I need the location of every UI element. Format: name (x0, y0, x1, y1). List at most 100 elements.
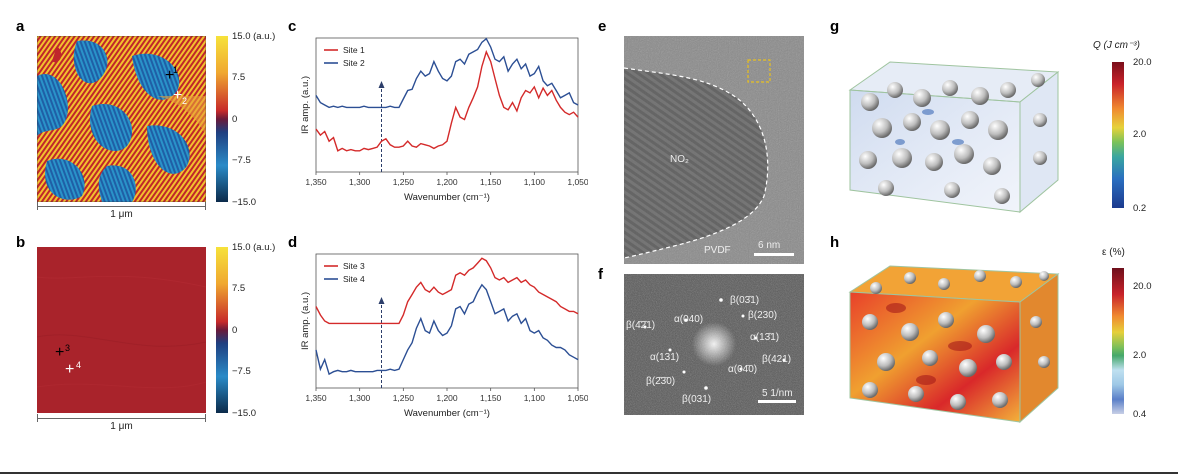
fft-texture-f (624, 274, 804, 415)
marker-cross-4: + (65, 361, 75, 378)
tem-pvdf-label: PVDF (704, 245, 731, 256)
tem-image-e: NO₂ PVDF 6 nm (624, 36, 804, 264)
legend-label: Site 2 (343, 58, 365, 68)
afm-texture-b (37, 247, 206, 413)
x-tick-label: 1,300 (349, 177, 371, 187)
afm-map-a: + 1 + 2 (37, 36, 206, 202)
series-line-site-2 (315, 37, 579, 109)
marker-label-2: 2 (182, 96, 188, 106)
colorbar-b-tick-4: −15.0 (232, 408, 257, 419)
colorbar-b-tick-1: 7.5 (232, 283, 246, 294)
x-tick-label: 1,250 (393, 177, 415, 187)
colorbar-a-tick-3: −7.5 (232, 155, 251, 166)
legend-label: Site 4 (343, 274, 365, 284)
colorbar-b-tick-0: 15.0 (a.u.) (232, 242, 276, 253)
tem-texture-e (624, 36, 804, 264)
fft-spot-label: α(040) (674, 314, 704, 325)
fft-spot-label: β(421) (762, 354, 792, 365)
scalebar-tick-a-left (37, 202, 38, 210)
tem-scalebar-label: 6 nm (758, 240, 781, 251)
x-axis-label: Wavenumber (cm⁻¹) (404, 408, 490, 419)
panel-label-a: a (16, 18, 25, 35)
series-line-site-1 (315, 49, 579, 152)
panel-label-h: h (830, 234, 840, 251)
fft-scalebar-label: 5 1/nm (762, 388, 793, 399)
colorbar-a-tick-0: 15.0 (a.u.) (232, 31, 276, 42)
fft-spot-label: α(13̄1) (750, 332, 780, 343)
colorbar-a-tick-2: 0 (232, 114, 238, 125)
marker-label-1: 1 (173, 65, 179, 75)
panel-label-d: d (288, 234, 298, 251)
panel-label-b: b (16, 234, 26, 251)
x-axis-label: Wavenumber (cm⁻¹) (404, 192, 490, 203)
panel-label-e: e (598, 18, 607, 35)
fft-spot-label: β(230) (748, 310, 778, 321)
x-tick-label: 1,050 (567, 177, 588, 187)
colorbar-a-tick-1: 7.5 (232, 72, 246, 83)
x-tick-label: 1,350 (305, 177, 327, 187)
marker-label-3: 3 (65, 343, 71, 353)
colorbar-b-tick-3: −7.5 (232, 366, 251, 377)
x-tick-label: 1,150 (480, 177, 502, 187)
marker-label-4: 4 (76, 360, 82, 370)
tem-region-label: NO₂ (670, 154, 689, 165)
peak-marker-arrow (378, 81, 385, 88)
colorbar-b (216, 247, 228, 413)
simulation-3d-h (848, 265, 1060, 424)
scalebar-label-b: 1 μm (110, 421, 133, 432)
fft-image-f: β(03̄1) α(040) β(230) β(4̄2̄1) α(13̄1) α… (624, 274, 804, 415)
colorbar-h-tick-2: 0.4 (1133, 409, 1147, 420)
colorbar-h-title: ε (%) (1102, 247, 1125, 258)
x-tick-label: 1,100 (524, 393, 546, 403)
panel-label-c: c (288, 18, 297, 35)
panel-label-g: g (830, 18, 840, 35)
x-tick-label: 1,050 (567, 393, 588, 403)
scalebar-tick-b-right (205, 414, 206, 422)
colorbar-h (1112, 268, 1124, 414)
legend-label: Site 3 (343, 261, 365, 271)
colorbar-a-tick-4: −15.0 (232, 197, 257, 208)
afm-map-b: + 3 + 4 (37, 247, 206, 413)
marker-cross-1: + (165, 67, 175, 84)
colorbar-g-tick-0: 20.0 (1133, 57, 1152, 68)
panel-label-f: f (598, 266, 603, 283)
colorbar-g-tick-1: 2.0 (1133, 129, 1147, 140)
simulation-3d-g (848, 61, 1060, 214)
fft-spot-label: β(03̄1) (730, 295, 760, 306)
fft-spot-label: β(4̄2̄1) (626, 320, 656, 331)
colorbar-h-tick-1: 2.0 (1133, 350, 1147, 361)
fft-spot-label: α(04̄0) (728, 364, 758, 375)
fft-spot-label: β(031) (682, 394, 712, 405)
colorbar-g-title: Q (J cm⁻³) (1093, 40, 1140, 51)
x-tick-label: 1,200 (436, 177, 458, 187)
chart-c: 1,350 1,300 1,250 1,200 1,150 1,100 1,050 Waven… (300, 37, 588, 203)
x-tick-label: 1,350 (305, 393, 327, 403)
legend-label: Site 1 (343, 45, 365, 55)
fft-spot-label: α(131) (650, 352, 680, 363)
colorbar-g (1112, 62, 1124, 208)
marker-cross-2: + (173, 87, 183, 104)
colorbar-g-tick-2: 0.2 (1133, 203, 1147, 214)
x-tick-label: 1,300 (349, 393, 371, 403)
scalebar-tick-b-left (37, 414, 38, 422)
chart-d: 1,350 1,300 1,250 1,200 1,150 1,100 1,050 Waven… (300, 253, 588, 419)
fft-spot-label: β(2̄3̄0) (646, 376, 676, 387)
scalebar-line-b (37, 418, 206, 419)
x-tick-label: 1,150 (480, 393, 502, 403)
colorbar-a (216, 36, 228, 202)
scalebar-label-a: 1 μm (110, 209, 133, 220)
x-tick-label: 1,100 (524, 177, 546, 187)
scalebar-line-a (37, 206, 206, 207)
x-tick-label: 1,200 (436, 393, 458, 403)
colorbar-h-tick-0: 20.0 (1133, 281, 1152, 292)
bottom-rule (0, 472, 1178, 474)
peak-marker-arrow (378, 297, 385, 304)
scalebar-tick-a-right (205, 202, 206, 210)
colorbar-b-tick-2: 0 (232, 325, 238, 336)
marker-cross-3: + (55, 344, 65, 361)
series-line-site-4 (315, 283, 579, 376)
y-axis-label: IR amp. (a.u.) (300, 76, 311, 134)
y-axis-label: IR amp. (a.u.) (300, 292, 311, 350)
afm-texture-a (37, 36, 206, 202)
series-line-site-3 (315, 257, 579, 325)
